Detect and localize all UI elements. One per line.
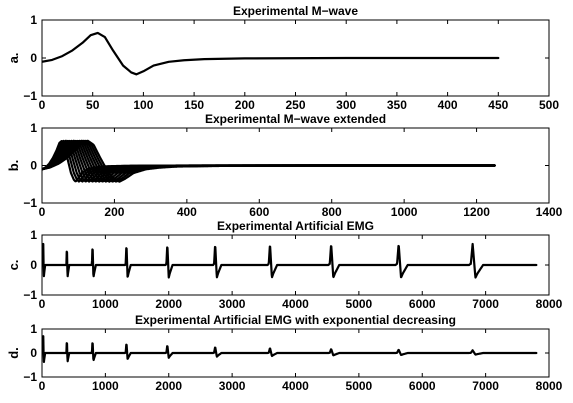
x-tick-label: 300 [336,98,356,112]
x-tick-label: 0 [39,205,46,219]
x-tick-label: 7000 [472,297,499,311]
y-tick-label: 1 [30,13,37,27]
x-tick-label: 1000 [391,205,418,219]
y-tick-label: 0 [30,346,37,360]
x-tick-label: 0 [39,297,46,311]
y-tick-label: 0 [30,159,37,173]
plot-area [42,139,496,183]
y-tick-label: −1 [23,288,37,302]
x-tick-label: 0 [39,98,46,112]
x-tick-label: 2000 [155,379,182,393]
subplot-c: Experimental Artificial EMG c. 0 1000 2000 30… [6,219,563,311]
x-tick-label: 3000 [219,297,246,311]
emg-signal-line [42,242,538,279]
subplot-side-label: c. [6,260,21,271]
subplot-title: Experimental M−wave [233,4,358,18]
x-tick-label: 6000 [409,297,436,311]
overlay-wave-line [42,139,496,183]
subplot-title: Experimental Artificial EMG with exponen… [135,313,456,327]
x-tick-label: 250 [285,98,305,112]
plot-area [42,242,538,279]
x-tick-label: 200 [104,205,124,219]
x-tick-label: 150 [184,98,204,112]
y-tick-label: −1 [23,196,37,210]
x-tick-label: 450 [488,98,508,112]
subplot-title: Experimental Artificial EMG [217,219,374,233]
x-tick-label: 400 [438,98,458,112]
x-tick-label: 400 [177,205,197,219]
x-tick-label: 1000 [92,297,119,311]
x-tick-label: 0 [39,379,46,393]
subplot-side-label: b. [6,160,21,172]
subplot-side-label: d. [6,347,21,359]
x-tick-label: 500 [539,98,559,112]
x-tick-label: 800 [322,205,342,219]
subplot-b: Experimental M−wave extended b. 0 200 400 600… [6,112,563,219]
y-tick-label: 1 [30,228,37,242]
x-tick-label: 200 [235,98,255,112]
x-tick-label: 5000 [346,379,373,393]
data-series-line [42,31,500,76]
y-tick-label: 0 [30,51,37,65]
x-tick-label: 7000 [472,379,499,393]
x-tick-label: 2000 [155,297,182,311]
x-tick-label: 4000 [282,379,309,393]
x-tick-label: 100 [133,98,153,112]
x-tick-label: 8000 [536,379,563,393]
plot-area [42,335,538,364]
subplot-a: Experimental M−wave a. 0 50 100 150 200 250 300 3… [6,4,559,112]
subplot-side-label: a. [6,53,21,64]
y-tick-label: 1 [30,121,37,135]
x-tick-label: 4000 [282,297,309,311]
subplot-title: Experimental M−wave extended [205,112,386,126]
x-tick-label: 1000 [92,379,119,393]
x-tick-label: 50 [86,98,100,112]
x-tick-label: 8000 [536,297,563,311]
x-tick-label: 5000 [346,297,373,311]
x-tick-label: 600 [249,205,269,219]
y-tick-label: 0 [30,258,37,272]
y-tick-label: −1 [23,89,37,103]
x-tick-label: 1400 [536,205,563,219]
plot-area [42,31,500,76]
x-tick-label: 6000 [409,379,436,393]
x-tick-label: 350 [387,98,407,112]
x-tick-label: 3000 [219,379,246,393]
y-tick-label: −1 [23,370,37,384]
x-tick-label: 1200 [463,205,490,219]
emg-signal-line [42,335,538,364]
y-tick-label: 1 [30,322,37,336]
subplot-d: Experimental Artificial EMG with exponen… [6,313,563,393]
